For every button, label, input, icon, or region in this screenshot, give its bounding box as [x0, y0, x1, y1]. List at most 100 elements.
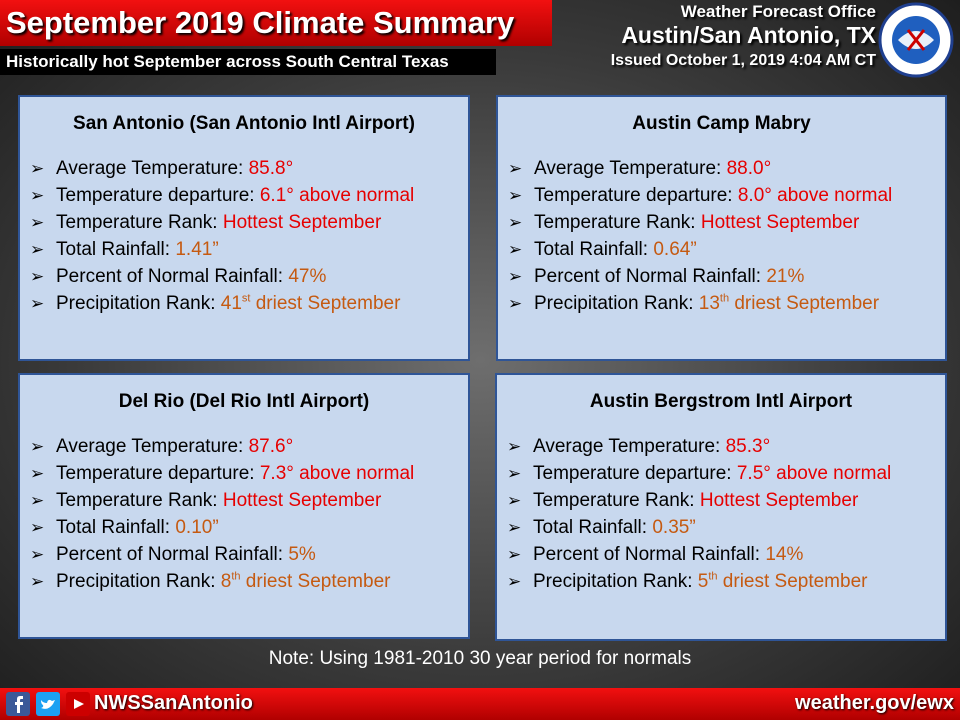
stat-item: Precipitation Rank: 13th driest Septembe… [498, 290, 945, 317]
stat-item: Percent of Normal Rainfall: 21% [498, 263, 945, 290]
stat-value: 1.41” [175, 239, 219, 260]
station-title: San Antonio (San Antonio Intl Airport) [73, 113, 415, 134]
stat-suffix: st [241, 292, 251, 305]
stat-label: Temperature departure: [534, 185, 738, 206]
stat-item: Temperature departure: 7.5° above normal [497, 460, 945, 487]
stat-item: Temperature departure: 8.0° above normal [498, 182, 945, 209]
stat-value: 5% [288, 544, 316, 565]
office: Weather Forecast Office [680, 2, 876, 21]
stat-label: Temperature Rank: [533, 490, 700, 511]
stat-value: Hottest September [699, 490, 859, 511]
stat-value: 5 [697, 571, 709, 592]
stat-item: Precipitation Rank: 5th driest September [497, 568, 945, 595]
station-panel: Austin Bergstrom Intl Airport Average Tem… [495, 373, 947, 641]
stat-item: Temperature departure: 7.3° above normal [20, 460, 468, 487]
stat-label: Total Rainfall: [534, 239, 654, 260]
stat-value: 21% [766, 266, 805, 287]
stat-item: Temperature Rank: Hottest September [497, 487, 945, 514]
stat-value: 0.64” [653, 239, 697, 260]
stat-value: 87.6° [248, 436, 294, 457]
website[interactable]: weather.gov/ewx [795, 692, 954, 714]
issued: Issued October 1, 2019 4:04 AM CT [610, 52, 876, 69]
stat-item: Average Temperature: 85.3° [497, 433, 945, 460]
note: Note: Using 1981-2010 30 year period for… [268, 648, 692, 669]
station-panel: Austin Camp Mabry Average Temperature: 88… [496, 95, 947, 361]
station-title: Austin Bergstrom Intl Airport [589, 391, 853, 412]
stat-value: Hottest September [222, 212, 382, 233]
stat-label: Total Rainfall: [56, 239, 176, 260]
stat-item: Total Rainfall: 0.10” [20, 514, 468, 541]
stat-suffix: th [708, 570, 718, 583]
stat-label: Temperature Rank: [56, 490, 223, 511]
stat-suffix: th [231, 570, 241, 583]
stat-item: Temperature Rank: Hottest September [498, 209, 945, 236]
stat-value: 41 [220, 293, 242, 314]
stat-value: 7.5° above normal [736, 463, 892, 484]
stat-label: Percent of Normal Rainfall: [534, 266, 767, 287]
stat-item: Temperature Rank: Hottest September [20, 209, 468, 236]
stat-item: Total Rainfall: 1.41” [20, 236, 468, 263]
stat-value: Hottest September [700, 212, 860, 233]
social-icons [6, 692, 90, 716]
stat-label: Temperature Rank: [534, 212, 701, 233]
stat-label: Temperature departure: [56, 185, 260, 206]
stat-value: 14% [765, 544, 804, 565]
stat-item: Precipitation Rank: 41st driest Septembe… [20, 290, 468, 317]
stat-rest: driest September [717, 571, 868, 592]
stat-label: Average Temperature: [56, 158, 249, 179]
station-title: Del Rio (Del Rio Intl Airport) [118, 391, 370, 412]
stat-value: 85.3° [725, 436, 771, 457]
stat-value: Hottest September [222, 490, 382, 511]
station-panel: San Antonio (San Antonio Intl Airport) Av… [18, 95, 470, 361]
stat-item: Precipitation Rank: 8th driest September [20, 568, 468, 595]
stat-label: Total Rainfall: [533, 517, 653, 538]
location: Austin/San Antonio, TX [621, 22, 876, 48]
stat-label: Percent of Normal Rainfall: [56, 266, 289, 287]
stat-label: Average Temperature: [533, 436, 726, 457]
stat-value: 8.0° above normal [737, 185, 893, 206]
stat-item: Percent of Normal Rainfall: 14% [497, 541, 945, 568]
stat-label: Total Rainfall: [56, 517, 176, 538]
stat-rest: driest September [729, 293, 880, 314]
stat-item: Temperature departure: 6.1° above normal [20, 182, 468, 209]
stat-value: 47% [288, 266, 327, 287]
stat-value: 8 [220, 571, 232, 592]
stat-item: Percent of Normal Rainfall: 47% [20, 263, 468, 290]
stat-suffix: th [719, 292, 730, 305]
station-panel: Del Rio (Del Rio Intl Airport) Average Te… [18, 373, 470, 639]
stat-value: 88.0° [726, 158, 772, 179]
stat-label: Temperature Rank: [56, 212, 223, 233]
stat-label: Temperature departure: [56, 463, 260, 484]
stat-item: Temperature Rank: Hottest September [20, 487, 468, 514]
stat-item: Total Rainfall: 0.35” [497, 514, 945, 541]
stat-label: Percent of Normal Rainfall: [56, 544, 289, 565]
stat-value: 0.35” [652, 517, 696, 538]
stat-value: 7.3° above normal [259, 463, 415, 484]
stat-label: Precipitation Rank: [533, 571, 698, 592]
stat-label: Precipitation Rank: [56, 293, 221, 314]
stat-label: Temperature departure: [533, 463, 737, 484]
stat-item: Average Temperature: 85.8° [20, 155, 468, 182]
stat-item: Average Temperature: 88.0° [498, 155, 945, 182]
stat-item: Total Rainfall: 0.64” [498, 236, 945, 263]
stat-value: 0.10” [175, 517, 219, 538]
title: September 2019 Climate Summary [0, 0, 552, 46]
stat-value: 85.8° [248, 158, 294, 179]
stat-value: 6.1° above normal [259, 185, 415, 206]
footer-bar [0, 688, 960, 720]
stat-value: 13 [698, 293, 720, 314]
social-handle[interactable]: NWSSanAntonio [94, 692, 253, 714]
stat-label: Precipitation Rank: [534, 293, 699, 314]
stat-label: Average Temperature: [56, 436, 249, 457]
stat-item: Average Temperature: 87.6° [20, 433, 468, 460]
stat-rest: driest September [240, 571, 391, 592]
stat-label: Average Temperature: [534, 158, 727, 179]
nws-logo [878, 2, 954, 78]
subtitle: Historically hot September across South … [0, 49, 496, 75]
stat-rest: driest September [250, 293, 401, 314]
stat-item: Percent of Normal Rainfall: 5% [20, 541, 468, 568]
stat-label: Percent of Normal Rainfall: [533, 544, 766, 565]
station-title: Austin Camp Mabry [632, 113, 811, 134]
stat-label: Precipitation Rank: [56, 571, 221, 592]
